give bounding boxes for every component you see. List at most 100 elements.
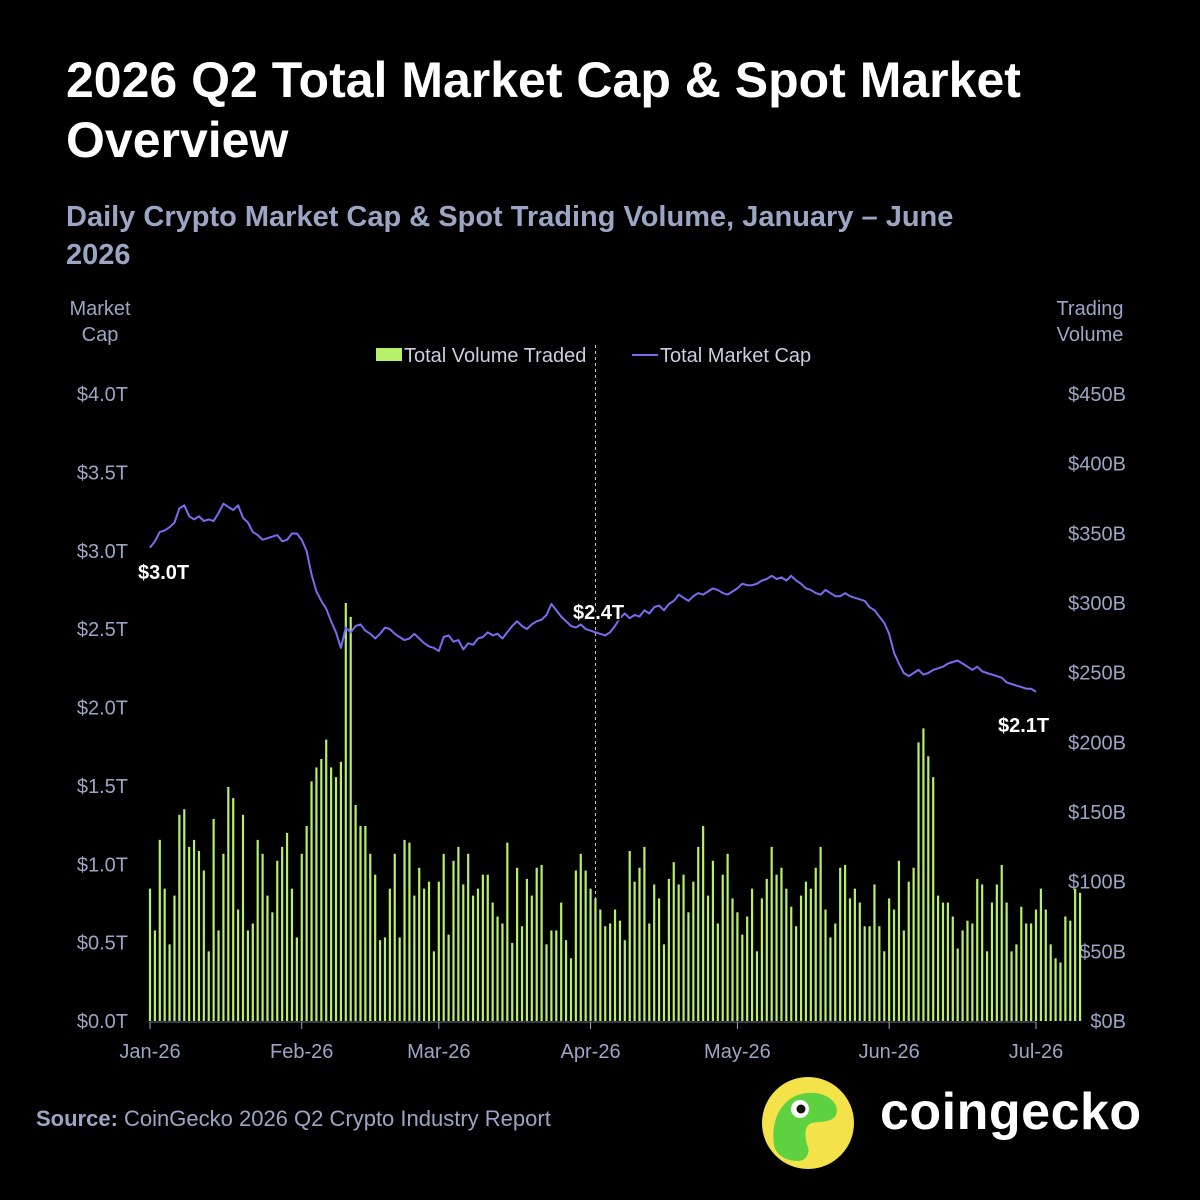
volume-bar — [545, 944, 548, 1021]
right-axis-tick: $150B — [1068, 802, 1126, 824]
volume-bar — [1005, 902, 1008, 1021]
volume-bar — [212, 818, 215, 1021]
volume-bar — [285, 832, 289, 1021]
data-annotation-label: $2.1T — [998, 715, 1049, 737]
volume-bar — [760, 898, 763, 1021]
volume-bar — [667, 878, 670, 1021]
volume-bar — [985, 951, 989, 1021]
volume-bar — [530, 895, 533, 1021]
volume-bar — [912, 867, 915, 1021]
volume-bar — [383, 937, 387, 1021]
volume-bar — [932, 777, 935, 1021]
volume-bar — [780, 867, 783, 1021]
volume-bar — [618, 920, 622, 1021]
volume-bar — [315, 767, 318, 1021]
volume-bar — [936, 895, 940, 1021]
volume-bar — [775, 874, 778, 1021]
x-axis-tick: Apr-26 — [561, 1041, 621, 1063]
left-axis-tick: $2.5T — [77, 619, 128, 641]
volume-bar — [799, 895, 803, 1021]
volume-bar — [804, 881, 808, 1021]
volume-bar — [256, 839, 259, 1021]
volume-bar — [574, 870, 577, 1021]
volume-bar — [173, 895, 176, 1021]
volume-bar — [359, 825, 362, 1021]
left-axis-title: Market Cap — [69, 298, 131, 346]
x-axis-tick: Feb-26 — [270, 1041, 333, 1063]
volume-bar — [550, 930, 553, 1021]
right-axis-tick: $450B — [1068, 384, 1126, 406]
volume-bar — [369, 853, 372, 1021]
volume-bar — [467, 853, 470, 1021]
left-axis-tick: $2.0T — [77, 698, 128, 720]
legend-volume-swatch — [376, 348, 402, 361]
volume-bar — [662, 944, 666, 1021]
volume-bar — [785, 888, 788, 1021]
chart-subtitle: Daily Crypto Market Cap & Spot Trading V… — [66, 201, 954, 271]
volume-bar — [516, 867, 519, 1021]
volume-bar — [809, 888, 812, 1021]
volume-bar — [638, 867, 641, 1021]
volume-bar — [868, 926, 871, 1021]
volume-bar — [657, 898, 661, 1021]
volume-bar — [927, 756, 930, 1021]
volume-bar — [589, 888, 592, 1021]
right-axis-tick: $350B — [1068, 523, 1126, 545]
volume-bar — [853, 888, 856, 1021]
x-axis-tick: Mar-26 — [407, 1041, 470, 1063]
volume-bar — [471, 895, 475, 1021]
volume-bar — [506, 842, 509, 1021]
x-axis-tick: Jun-26 — [859, 1041, 920, 1063]
volume-bar — [1054, 958, 1057, 1021]
volume-bar — [755, 951, 759, 1021]
volume-bar — [261, 853, 264, 1021]
volume-bar — [325, 739, 328, 1021]
volume-bar — [907, 881, 910, 1021]
volume-bar — [569, 958, 573, 1021]
volume-bar — [951, 916, 954, 1021]
left-axis-tick: $3.5T — [77, 462, 128, 484]
volume-bar — [1025, 923, 1028, 1021]
x-axis-tick: May-26 — [704, 1041, 771, 1063]
right-axis-tick: $50B — [1079, 941, 1126, 963]
volume-bar — [829, 937, 832, 1021]
volume-bar — [584, 870, 587, 1021]
volume-bar — [653, 884, 656, 1021]
volume-bar — [266, 895, 269, 1021]
volume-bar — [702, 825, 705, 1021]
volume-bar — [374, 874, 377, 1021]
legend-market-cap-label: Total Market Cap — [660, 345, 811, 367]
volume-bar — [158, 839, 161, 1021]
volume-bar — [814, 867, 817, 1021]
volume-bar — [917, 742, 920, 1021]
volume-bar — [178, 814, 181, 1021]
left-axis-tick: $1.0T — [77, 854, 128, 876]
volume-bar — [378, 940, 382, 1021]
left-axis-tick: $0.5T — [77, 933, 128, 955]
right-axis-tick: $100B — [1068, 872, 1126, 894]
volume-bar — [613, 909, 617, 1021]
volume-bar — [232, 798, 235, 1021]
volume-bar — [692, 881, 695, 1021]
volume-bar — [995, 884, 998, 1021]
volume-bar — [511, 942, 514, 1021]
volume-bar — [633, 881, 636, 1021]
volume-bar — [276, 860, 279, 1021]
volume-bar — [295, 937, 298, 1021]
volume-bar — [981, 884, 984, 1021]
volume-bar — [491, 902, 494, 1021]
volume-bar — [976, 878, 979, 1021]
volume-bar — [1059, 962, 1062, 1021]
volume-bar — [736, 912, 739, 1021]
volume-bar — [643, 846, 646, 1021]
volume-bar — [677, 884, 680, 1021]
volume-bar — [437, 881, 440, 1021]
volume-bar — [246, 930, 250, 1021]
volume-bar — [878, 926, 881, 1021]
volume-bar — [447, 934, 450, 1021]
left-axis-tick: $0.0T — [77, 1011, 128, 1033]
volume-bar — [222, 853, 225, 1021]
volume-bar — [525, 878, 529, 1021]
right-axis-title: Trading Volume — [1056, 298, 1124, 346]
volume-bar — [520, 926, 524, 1021]
